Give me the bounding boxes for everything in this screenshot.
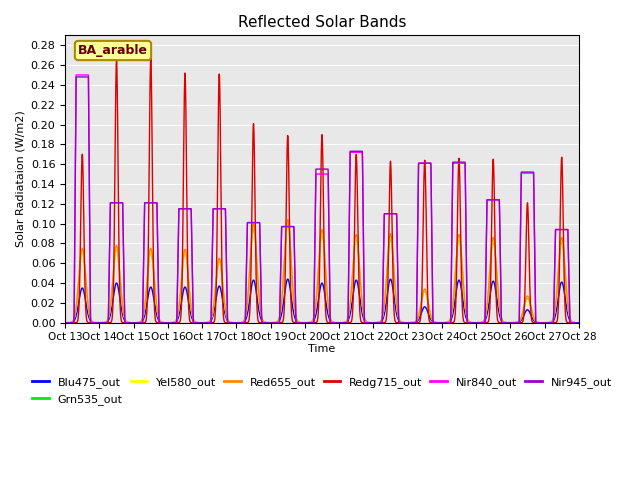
Y-axis label: Solar Radiataion (W/m2): Solar Radiataion (W/m2) [15, 111, 25, 247]
Legend: Blu475_out, Grn535_out, Yel580_out, Red655_out, Redg715_out, Nir840_out, Nir945_: Blu475_out, Grn535_out, Yel580_out, Red6… [28, 373, 616, 409]
Title: Reflected Solar Bands: Reflected Solar Bands [237, 15, 406, 30]
X-axis label: Time: Time [308, 344, 335, 354]
Text: BA_arable: BA_arable [78, 44, 148, 57]
